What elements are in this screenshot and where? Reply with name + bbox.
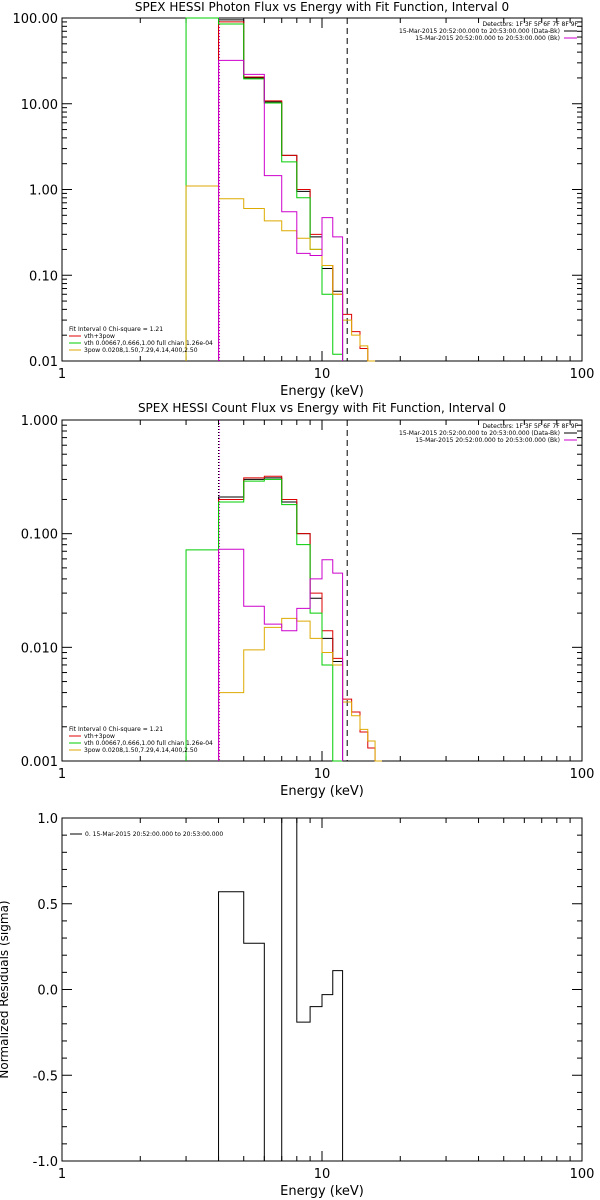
x-tick-label: 100: [570, 767, 595, 782]
residuals-panel: 1 10 100 1.0 0.5 0.0 -0.5 -1.0 Energy (keV) Norma…: [0, 812, 594, 1199]
series-line-2: [185, 478, 343, 762]
legend-fit-text: vth+3pow: [84, 333, 115, 340]
legend-fit-text: 3pow 0.0208,1.50,7.29,4.14,400,2.50: [84, 347, 198, 354]
fit-header: Fit Interval 0 Chi-square = 1.21: [69, 326, 163, 333]
legend-top-text: 15-Mar-2015 20:52:00.000 to 20:53:00.000…: [415, 35, 560, 42]
y-tick-label: 1.0: [37, 812, 58, 827]
legend-top-text: 15-Mar-2015 20:52:00.000 to 20:53:00.000…: [399, 430, 560, 437]
legend-fit-text: vth 0.00667,0.666,1.00 full chian 1.26e-…: [84, 340, 213, 347]
legend-fit-text: vth+3pow: [84, 733, 115, 740]
detectors-label: Detectors: 1F 3F 5F 6F 7F 8F 9F: [482, 423, 578, 430]
x-tick-label: 1: [58, 1167, 66, 1182]
plot-frame: [61, 817, 583, 1162]
x-tick-label: 10: [314, 767, 331, 782]
series-line-2: [185, 17, 344, 361]
y-tick-label: -0.5: [33, 1069, 58, 1084]
fit-header: Fit Interval 0 Chi-square = 1.21: [69, 726, 163, 733]
y-tick-label: 0.01: [29, 355, 58, 370]
count-flux-panel: SPEX HESSI Count Flux vs Energy with Fit…: [21, 401, 595, 799]
chart-title: SPEX HESSI Count Flux vs Energy with Fit…: [138, 401, 506, 415]
legend-fit-text: 3pow 0.0208,1.50,7.29,4.14,400,2.50: [84, 747, 198, 754]
legend-top-text: 15-Mar-2015 20:52:00.000 to 20:53:00.000…: [415, 437, 560, 444]
y-tick-label: 1.000: [21, 414, 58, 429]
y-axis-label: Normalized Residuals (sigma): [0, 900, 11, 1078]
series-line-3: [218, 617, 382, 762]
y-tick-label: 0.0: [37, 984, 58, 999]
y-tick-label: 0.010: [21, 641, 58, 656]
x-tick-label: 1: [58, 367, 66, 382]
plot-frame: [61, 17, 583, 362]
detectors-label: Detectors: 1F 3F 5F 6F 7F 8F 9F: [482, 21, 578, 28]
series-line-1: [218, 475, 382, 762]
y-tick-label: -1.0: [33, 1155, 58, 1170]
chart-title: SPEX HESSI Photon Flux vs Energy with Fi…: [135, 0, 509, 14]
series-line-0: [218, 19, 344, 361]
x-tick-label: 100: [570, 1167, 595, 1182]
y-tick-label: 0.10: [29, 269, 58, 284]
series-line-0: [218, 817, 344, 1162]
x-axis-label: Energy (keV): [280, 784, 364, 799]
y-tick-label: 100.00: [13, 12, 59, 27]
legend-fit-text: vth 0.00667,0.666,1.00 full chian 1.26e-…: [84, 740, 213, 747]
x-tick-label: 10: [314, 1167, 331, 1182]
x-tick-label: 10: [314, 367, 331, 382]
plot-frame: [61, 419, 583, 762]
series-line-3: [185, 185, 376, 362]
y-tick-label: 0.001: [21, 755, 58, 770]
series-line-4: [218, 59, 344, 361]
y-tick-label: 1.00: [29, 184, 58, 199]
legend-text: 0. 15-Mar-2015 20:52:00.000 to 20:53:00.…: [85, 831, 223, 838]
x-tick-label: 100: [570, 367, 595, 382]
y-tick-label: 0.5: [37, 898, 58, 913]
x-axis-label: Energy (keV): [280, 384, 364, 399]
legend-top-text: 15-Mar-2015 20:52:00.000 to 20:53:00.000…: [399, 28, 560, 35]
photon-flux-panel: SPEX HESSI Photon Flux vs Energy with Fi…: [13, 0, 595, 399]
y-tick-label: 0.100: [21, 528, 58, 543]
series-line-4: [218, 548, 344, 761]
y-tick-label: 10.00: [21, 98, 58, 113]
x-axis-label: Energy (keV): [280, 1184, 364, 1199]
series-line-0: [218, 477, 344, 761]
x-tick-label: 1: [58, 767, 66, 782]
